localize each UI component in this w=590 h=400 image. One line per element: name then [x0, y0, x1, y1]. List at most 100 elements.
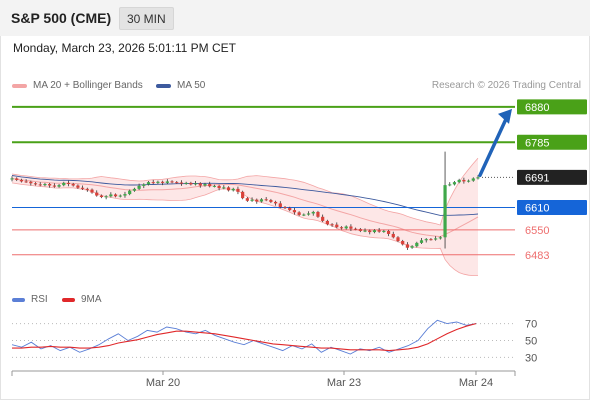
candle-down [386, 230, 391, 234]
x-tick-label: Mar 20 [146, 377, 180, 389]
candle-up [434, 238, 438, 240]
candle-down [208, 184, 212, 187]
candle-up [184, 182, 188, 184]
candle-up [212, 185, 217, 187]
candle-down [278, 203, 282, 208]
rsi-ma-line [12, 323, 477, 352]
instrument-title: S&P 500 (CME) [11, 10, 112, 26]
candle-down [33, 183, 38, 185]
rsi-tick-label: 50 [525, 336, 537, 348]
candle-down [377, 230, 381, 232]
candle-up [306, 213, 311, 215]
candle-up [156, 181, 160, 183]
candle-up [104, 196, 108, 198]
timeframe-badge[interactable]: 30 MIN [119, 7, 174, 30]
candle-down [179, 182, 184, 184]
candle-down [405, 244, 409, 248]
candle-group [10, 151, 480, 250]
candle-up [311, 211, 315, 214]
candle-up [448, 184, 452, 186]
candle-down [175, 182, 179, 184]
candle-down [198, 183, 202, 186]
candle-up [452, 182, 457, 185]
candle-down [358, 229, 362, 231]
candle-up [137, 185, 141, 189]
candle-down [236, 188, 240, 192]
candle-up [231, 188, 235, 191]
candle-down [151, 182, 155, 184]
candle-down [255, 199, 259, 202]
legend-rsi: RSI [12, 294, 48, 305]
candle-up [419, 240, 424, 243]
provider-credit: Research © 2026 Trading Central [431, 80, 581, 91]
candle-down [349, 226, 353, 229]
candle-up [471, 178, 475, 181]
level-tag-resistance [517, 134, 587, 150]
candle-up [128, 190, 132, 195]
rsi-line [11, 319, 477, 355]
candle-down [288, 207, 292, 211]
candle-up [250, 199, 254, 201]
legend-rsi-ma-label: 9MA [81, 294, 102, 305]
candle-up [302, 214, 306, 216]
candle-up [146, 182, 151, 185]
candle-down [99, 195, 104, 198]
legend-bollinger: MA 20 + Bollinger Bands [12, 80, 143, 91]
candle-up [43, 184, 47, 186]
candle-down [85, 188, 89, 190]
candle-down [71, 184, 75, 186]
candle-down [113, 194, 118, 197]
candle-up [259, 199, 264, 202]
candle-down [368, 230, 372, 233]
candle-down [321, 216, 325, 221]
forecast-arrow [478, 115, 509, 178]
candle-up [415, 242, 419, 247]
bollinger-upper-line [11, 157, 479, 226]
candle-up [438, 237, 442, 239]
candle-down [462, 179, 466, 182]
legend-rsi-ma: 9MA [62, 294, 102, 305]
candle-down [38, 184, 42, 186]
candle-up [382, 230, 386, 232]
candle-up [193, 183, 198, 185]
candle-down [245, 198, 249, 201]
candle-up [132, 188, 136, 191]
candle-down [396, 237, 400, 242]
candle-up [466, 180, 471, 182]
candle-down [170, 181, 174, 183]
candle-down [95, 192, 99, 196]
candle-down [29, 181, 33, 184]
candle-down [76, 185, 80, 188]
candle-up [109, 194, 113, 197]
level-label-resistance: 6880 [525, 102, 549, 114]
bollinger-band-fill [12, 158, 478, 276]
x-tick-label: Mar 23 [327, 377, 361, 389]
legend-ma50-label: MA 50 [177, 80, 206, 91]
ma50-swatch [156, 83, 171, 88]
rsi-tick-label: 70 [525, 319, 537, 331]
candle-down [48, 184, 52, 186]
timestamp: Monday, March 23, 2026 5:01:11 PM CET [13, 41, 237, 55]
candle-up [344, 226, 348, 229]
candle-down [226, 187, 231, 191]
level-label-pivot: 6610 [525, 202, 549, 214]
level-label-current: 6691 [525, 172, 549, 184]
candle-down [297, 212, 301, 215]
candle-down [90, 189, 94, 193]
candle-down [273, 201, 278, 204]
candle-up [10, 178, 14, 180]
bollinger-lower-line [11, 182, 478, 276]
candle-down [66, 182, 71, 185]
candle-down [391, 233, 395, 238]
rsi-tick-label: 30 [525, 352, 537, 364]
candle-down [241, 191, 245, 199]
candle-up [142, 184, 146, 186]
candle-up [410, 246, 414, 248]
candle-down [24, 181, 28, 183]
level-tag-current [517, 169, 587, 185]
legend-rsi-label: RSI [31, 294, 48, 305]
candle-up [118, 195, 122, 197]
candle-down [339, 227, 344, 229]
candle-up [372, 230, 377, 233]
candle-up [123, 194, 127, 196]
